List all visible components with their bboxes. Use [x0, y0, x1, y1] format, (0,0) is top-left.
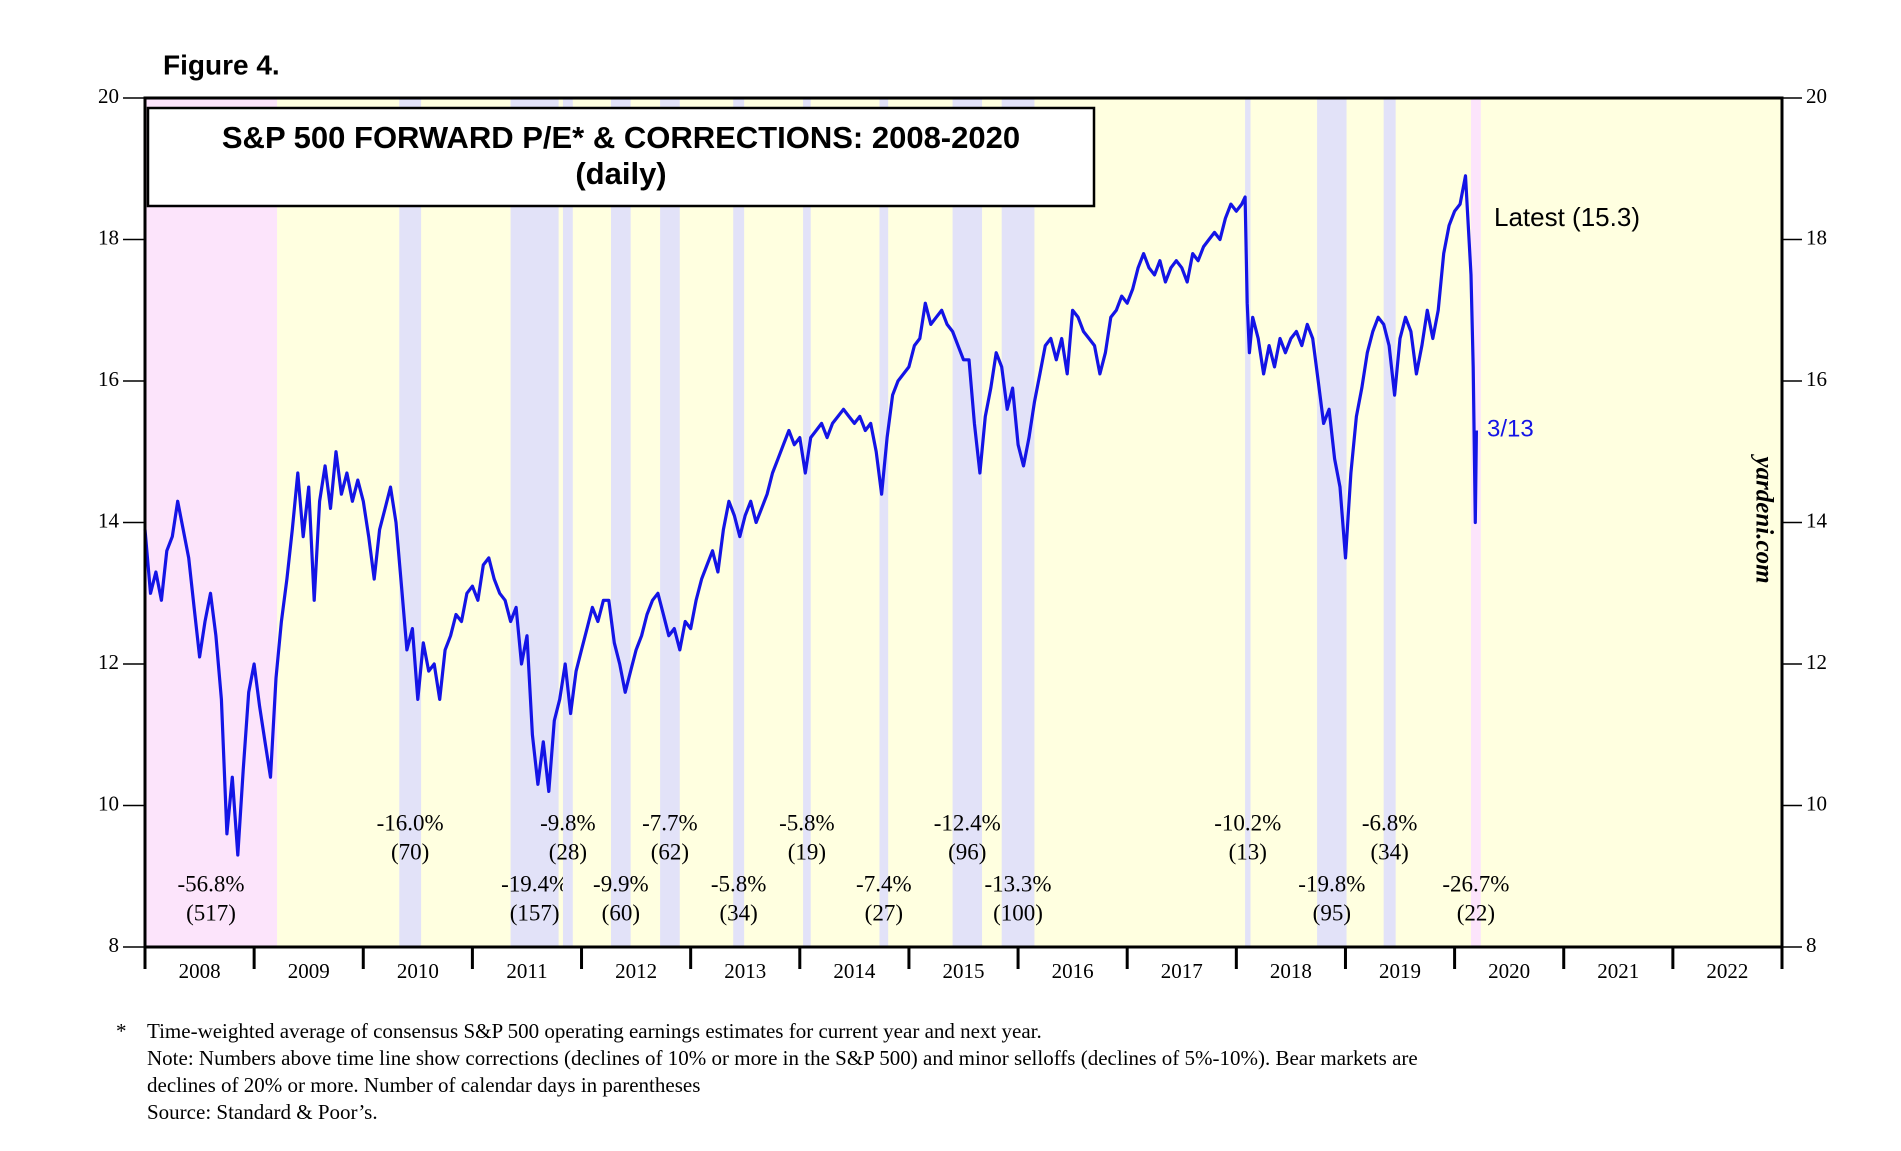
x-tick-label: 2013	[724, 959, 766, 983]
period-label: -10.2%	[1214, 810, 1281, 835]
footnote-marker: *	[116, 1019, 127, 1043]
x-tick-label: 2015	[943, 959, 985, 983]
x-tick-label: 2019	[1379, 959, 1421, 983]
x-tick-label: 2017	[1161, 959, 1203, 983]
y2-tick-label: 12	[1806, 650, 1827, 674]
period-label: -19.4%	[501, 871, 568, 896]
x-tick-label: 2014	[833, 959, 876, 983]
x-tick-label: 2022	[1706, 959, 1748, 983]
period-label: -5.8%	[711, 871, 767, 896]
period-band	[879, 98, 889, 947]
period-band	[145, 98, 278, 947]
period-label: -7.4%	[856, 871, 912, 896]
period-days: (95)	[1313, 900, 1351, 925]
y-tick-label: 16	[98, 367, 119, 391]
period-band	[1245, 98, 1251, 947]
period-label: -7.7%	[642, 810, 698, 835]
x-tick-label: 2011	[506, 959, 547, 983]
period-days: (100)	[993, 900, 1043, 925]
period-band	[1001, 98, 1035, 947]
title-box	[146, 106, 1096, 208]
y-tick-label: 20	[98, 84, 119, 108]
period-band	[803, 98, 811, 947]
period-days: (27)	[865, 900, 903, 925]
period-band	[660, 98, 680, 947]
period-days: (22)	[1457, 900, 1495, 925]
x-tick-label: 2008	[179, 959, 221, 983]
x-tick-label: 2021	[1597, 959, 1639, 983]
y-tick-label: 14	[98, 508, 120, 532]
period-days: (13)	[1229, 839, 1267, 864]
period-days: (517)	[186, 900, 236, 925]
x-tick-label: 2016	[1052, 959, 1094, 983]
y2-tick-label: 20	[1806, 84, 1827, 108]
latest-annotation: Latest (15.3)	[1494, 202, 1640, 232]
y-tick-label: 18	[98, 225, 119, 249]
period-days: (157)	[510, 900, 560, 925]
period-label: -13.3%	[985, 871, 1052, 896]
period-days: (70)	[391, 839, 429, 864]
period-days: (34)	[720, 900, 758, 925]
x-tick-label: 2020	[1488, 959, 1530, 983]
y2-tick-label: 16	[1806, 367, 1827, 391]
period-band	[1383, 98, 1396, 947]
chart-title: S&P 500 FORWARD P/E* & CORRECTIONS: 2008…	[222, 120, 1020, 155]
footnote-line: Note: Numbers above time line show corre…	[147, 1046, 1418, 1070]
period-days: (19)	[788, 839, 826, 864]
period-label: -9.8%	[540, 810, 596, 835]
y2-tick-label: 18	[1806, 225, 1827, 249]
period-label: -9.9%	[593, 871, 649, 896]
pe-line	[143, 174, 1478, 857]
period-band	[610, 98, 631, 947]
period-band	[399, 98, 422, 947]
x-tick-label: 2009	[288, 959, 330, 983]
period-band	[952, 98, 983, 947]
period-days: (96)	[948, 839, 986, 864]
period-band	[733, 98, 745, 947]
x-tick-label: 2012	[615, 959, 657, 983]
period-days: (34)	[1371, 839, 1409, 864]
period-days: (28)	[549, 839, 587, 864]
period-days: (60)	[602, 900, 640, 925]
figure-label: Figure 4.	[163, 49, 280, 80]
period-band	[510, 98, 559, 947]
x-tick-label: 2010	[397, 959, 439, 983]
y-tick-label: 8	[109, 933, 120, 957]
period-label: -12.4%	[934, 810, 1001, 835]
period-label: -56.8%	[177, 871, 244, 896]
period-label: -26.7%	[1442, 871, 1509, 896]
x-tick-label: 2018	[1270, 959, 1312, 983]
period-days: (62)	[651, 839, 689, 864]
period-label: -16.0%	[377, 810, 444, 835]
y2-tick-label: 8	[1806, 933, 1817, 957]
y2-tick-label: 14	[1806, 508, 1828, 532]
last-date-annotation: 3/13	[1487, 415, 1534, 442]
chart-subtitle: (daily)	[575, 156, 666, 191]
period-label: -5.8%	[779, 810, 835, 835]
y2-tick-label: 10	[1806, 791, 1827, 815]
y-tick-label: 10	[98, 791, 119, 815]
y-tick-label: 12	[98, 650, 119, 674]
footnote-line: declines of 20% or more. Number of calen…	[147, 1073, 700, 1097]
period-label: -6.8%	[1362, 810, 1418, 835]
period-band	[562, 98, 573, 947]
footnote-line: Time-weighted average of consensus S&P 5…	[147, 1019, 1042, 1043]
footnote-line: Source: Standard & Poor’s.	[147, 1100, 378, 1124]
period-label: -19.8%	[1298, 871, 1365, 896]
source-mark: yardeni.com	[1750, 453, 1777, 583]
